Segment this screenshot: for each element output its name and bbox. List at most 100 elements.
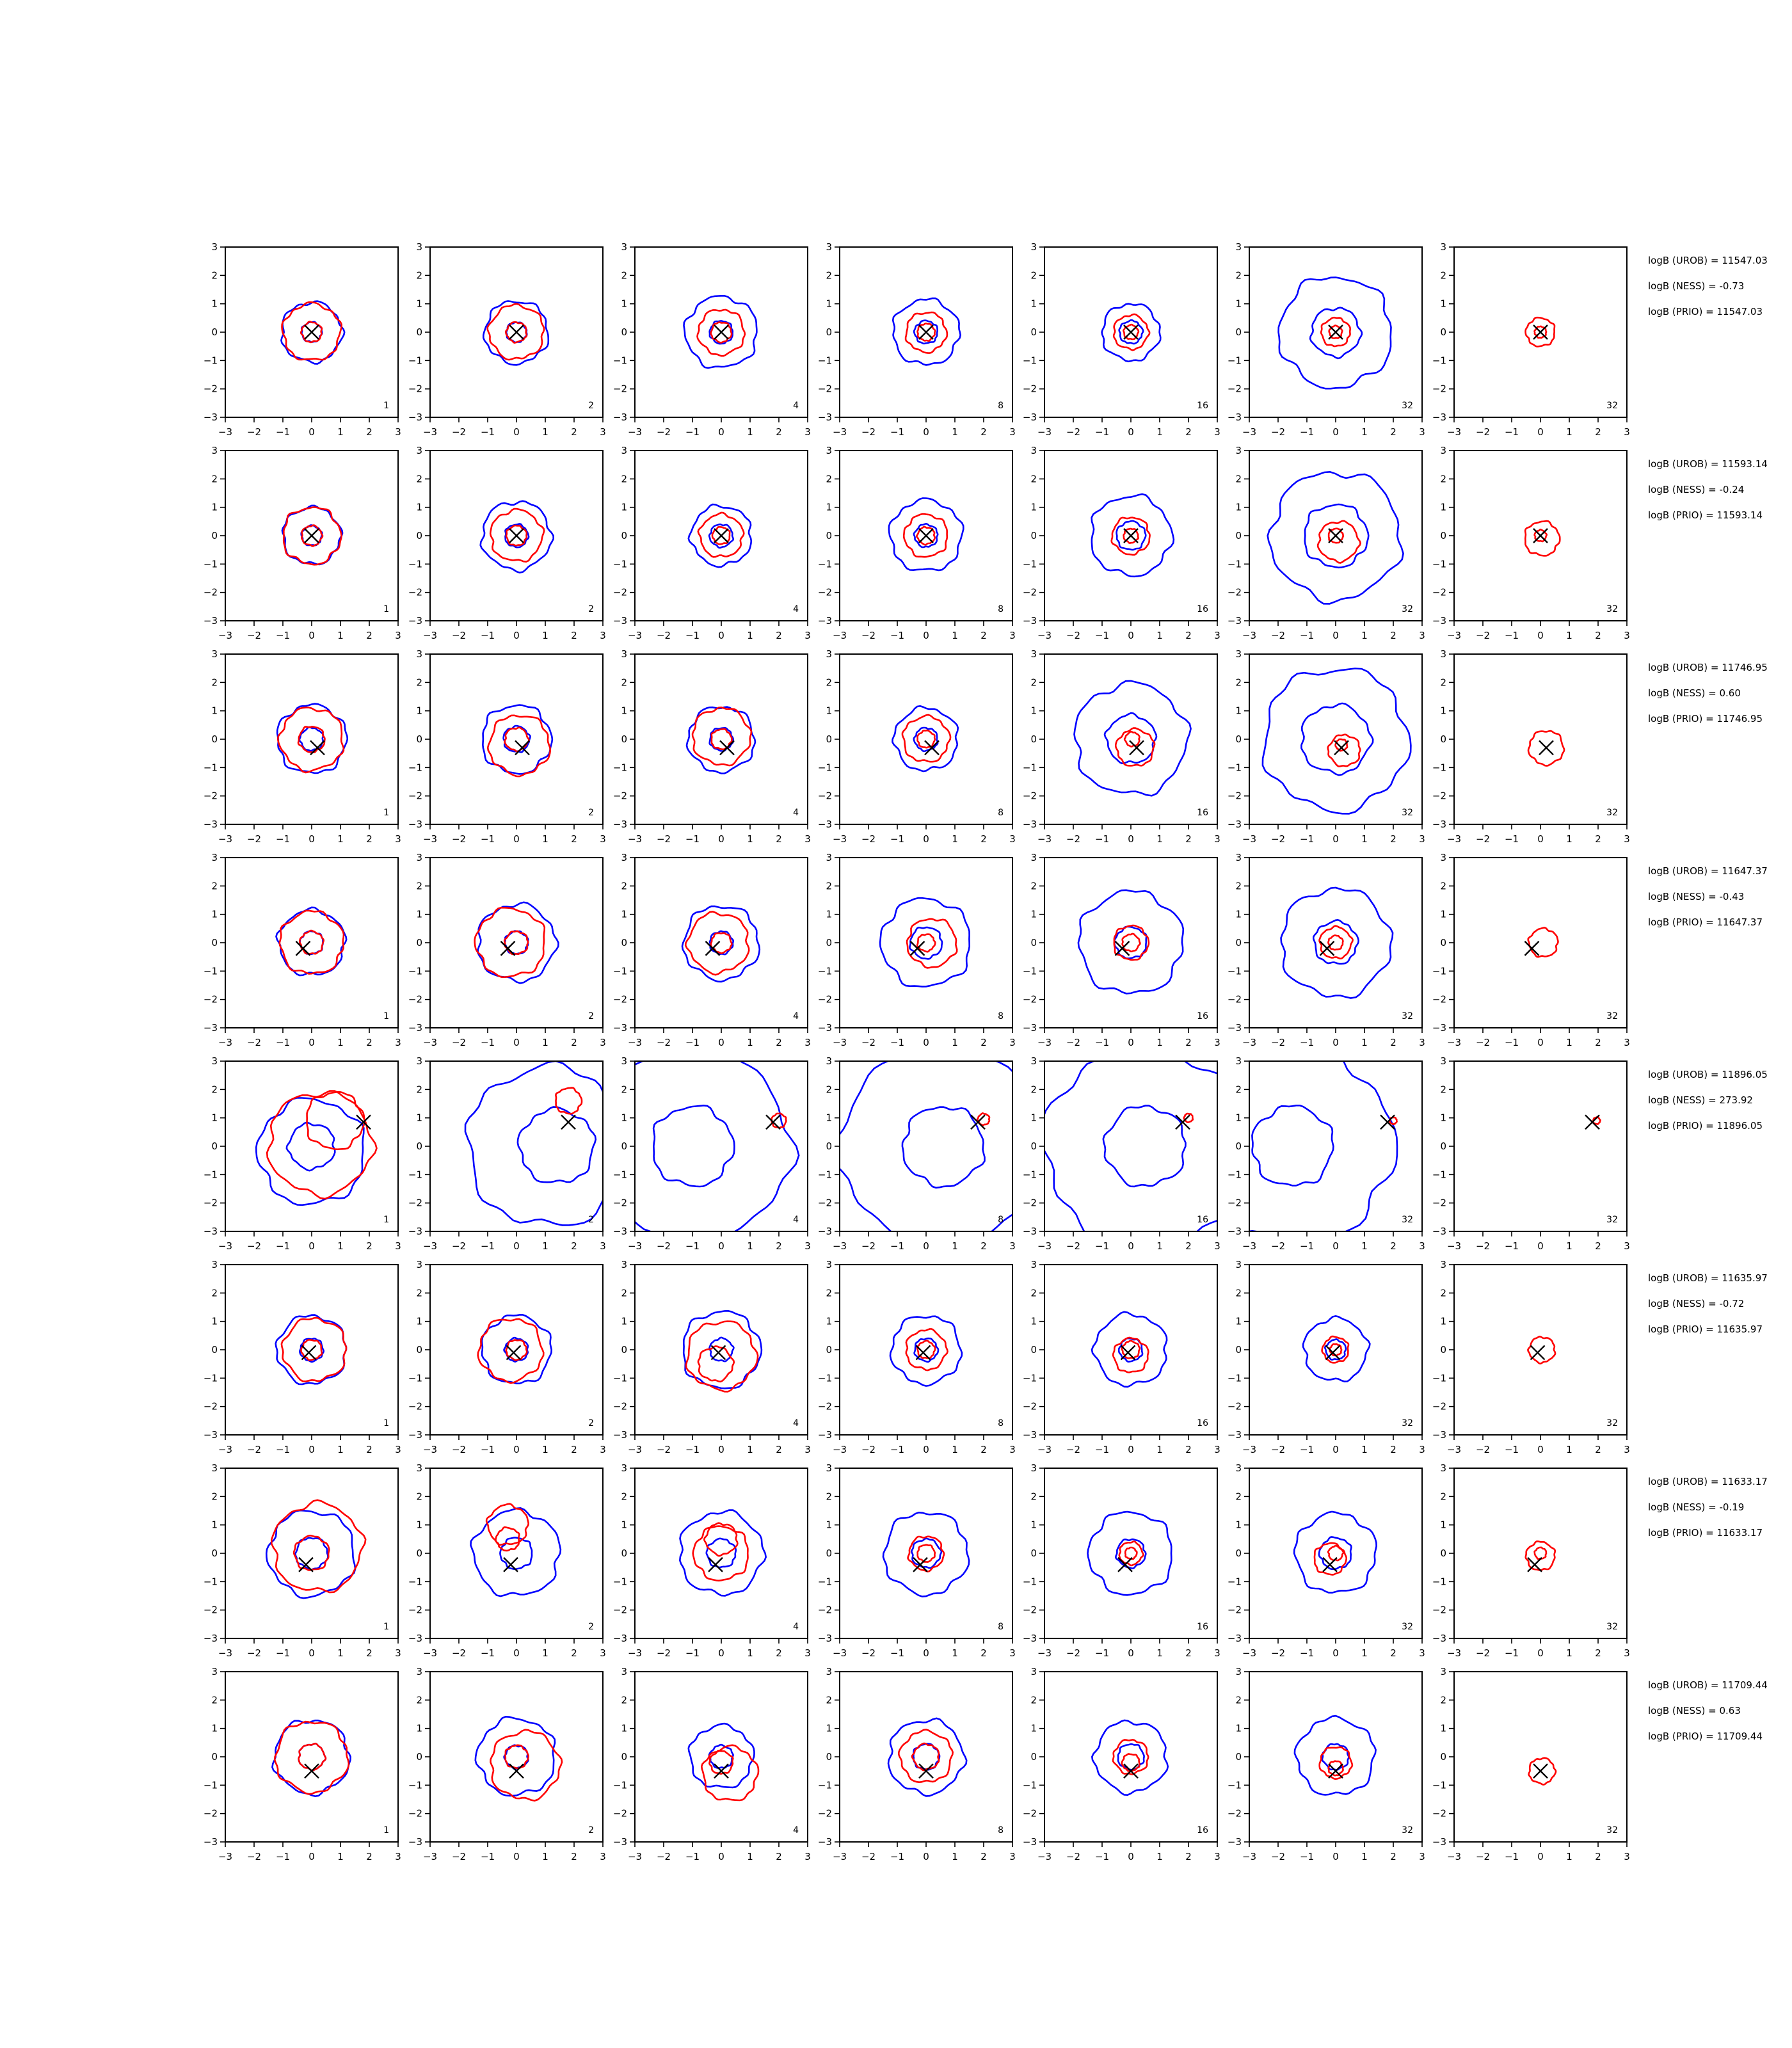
y-tick-label: 1 — [211, 1519, 218, 1531]
stats-line: logB (NESS) = -0.72 — [1648, 1298, 1744, 1309]
y-tick-label: 1 — [621, 1519, 627, 1531]
x-tick-label: −3 — [1447, 426, 1461, 438]
plot-area — [482, 704, 554, 778]
red-contour — [1112, 1336, 1149, 1373]
y-tick-label: −1 — [1023, 1169, 1037, 1180]
y-tick-label: −2 — [818, 1604, 832, 1616]
true-point-marker — [500, 941, 516, 956]
panel-label: 4 — [793, 808, 799, 818]
y-tick-label: 1 — [1440, 1519, 1446, 1531]
y-tick-label: 2 — [1030, 473, 1037, 484]
y-tick-label: 0 — [1030, 1751, 1037, 1763]
blue-contour — [635, 1061, 800, 1231]
x-tick-label: −3 — [1037, 426, 1052, 438]
y-tick-label: 1 — [1440, 705, 1446, 717]
blue-contour — [1251, 1105, 1334, 1187]
panel-label: 2 — [588, 1215, 594, 1225]
y-tick-label: 3 — [621, 1055, 627, 1067]
y-tick-label: −3 — [1228, 1022, 1242, 1034]
panel-r6-c4: −3 −2 −1 0 1 2 3 −3 −2 −1 0 1 2 3 8 — [818, 1259, 1016, 1455]
axes-frame — [1249, 857, 1423, 1028]
x-tick-label: 1 — [1566, 426, 1572, 438]
x-tick-label: 3 — [600, 1444, 606, 1455]
x-tick-label: −2 — [1066, 833, 1080, 845]
y-tick-label: 1 — [826, 502, 832, 513]
y-tick-label: 1 — [621, 1112, 627, 1124]
x-tick-label: −3 — [1447, 1037, 1461, 1048]
y-tick-label: 1 — [621, 1316, 627, 1327]
y-tick-label: 1 — [826, 1316, 832, 1327]
y-tick-label: −2 — [1432, 1604, 1446, 1616]
panel-label: 8 — [998, 604, 1004, 614]
red-contour — [916, 933, 936, 953]
y-tick-label: 1 — [1235, 909, 1242, 920]
x-tick-label: 3 — [804, 1851, 811, 1862]
x-tick-label: 0 — [1128, 1647, 1134, 1659]
stats-line: logB (NESS) = -0.19 — [1648, 1501, 1744, 1513]
red-contour — [1123, 527, 1139, 544]
x-tick-label: −3 — [1447, 1444, 1461, 1455]
y-tick-label: 3 — [621, 852, 627, 863]
blue-contour — [276, 703, 349, 774]
red-contour — [1318, 925, 1354, 960]
y-tick-label: −3 — [1432, 1836, 1446, 1848]
x-tick-label: 3 — [1009, 833, 1016, 845]
x-tick-label: 1 — [1566, 1037, 1572, 1048]
red-contour — [505, 1339, 528, 1361]
x-tick-label: −1 — [481, 1647, 495, 1659]
true-point-marker — [1585, 1114, 1600, 1130]
axes-frame — [1453, 653, 1628, 825]
y-tick-label: 1 — [826, 1112, 832, 1124]
x-tick-label: 2 — [571, 1444, 577, 1455]
stats-line: logB (NESS) = -0.43 — [1648, 891, 1744, 902]
plot-area — [1261, 668, 1412, 815]
panel-r5-c2: −3 −2 −1 0 1 2 3 −3 −2 −1 0 1 2 3 2 — [408, 1055, 606, 1252]
y-tick-label: 2 — [416, 1084, 422, 1095]
y-tick-label: 1 — [1030, 1723, 1037, 1734]
blue-contour — [682, 1309, 763, 1389]
x-tick-label: −2 — [1271, 1444, 1285, 1455]
y-tick-label: 2 — [1235, 1084, 1242, 1095]
stats-line: logB (UROB) = 11547.03 — [1648, 255, 1768, 266]
blue-contour — [1087, 1510, 1172, 1596]
x-tick-label: 2 — [1185, 1444, 1192, 1455]
x-tick-label: −2 — [1271, 1851, 1285, 1862]
y-tick-label: 0 — [826, 326, 832, 338]
axes-frame — [839, 857, 1013, 1028]
true-point-marker — [1539, 740, 1554, 756]
y-tick-label: 2 — [621, 269, 627, 281]
x-tick-label: −2 — [657, 1851, 671, 1862]
x-tick-label: 3 — [1009, 1647, 1016, 1659]
x-tick-label: 3 — [1009, 1444, 1016, 1455]
x-tick-label: −1 — [276, 1240, 290, 1252]
y-tick-label: 2 — [826, 1084, 832, 1095]
x-tick-label: 0 — [1128, 1240, 1134, 1252]
blue-contour — [474, 1715, 556, 1797]
x-tick-label: 0 — [923, 1647, 929, 1659]
x-tick-label: 1 — [952, 1240, 958, 1252]
x-tick-label: 3 — [1214, 630, 1220, 641]
x-tick-label: −1 — [481, 630, 495, 641]
x-tick-label: 3 — [804, 833, 811, 845]
y-tick-label: 2 — [211, 1084, 218, 1095]
y-tick-label: 2 — [416, 1287, 422, 1299]
y-tick-label: 2 — [1440, 1694, 1446, 1706]
x-tick-label: 0 — [513, 1444, 520, 1455]
axes-frame — [839, 1060, 1013, 1232]
x-tick-label: 3 — [1624, 630, 1630, 641]
x-tick-label: 1 — [337, 1851, 344, 1862]
y-tick-label: −3 — [408, 1429, 422, 1441]
x-tick-label: −3 — [628, 1444, 642, 1455]
red-contour — [300, 321, 323, 344]
blue-contour — [1304, 503, 1370, 569]
x-tick-label: 0 — [718, 1851, 724, 1862]
x-tick-label: −1 — [481, 1037, 495, 1048]
panel-r5-c6: −3 −2 −1 0 1 2 3 −3 −2 −1 0 1 2 3 32 — [1228, 1055, 1425, 1252]
x-tick-label: −3 — [833, 426, 847, 438]
blue-contour — [1091, 1719, 1169, 1796]
x-tick-label: 1 — [1566, 1647, 1572, 1659]
stats-line: logB (NESS) = 0.63 — [1648, 1705, 1741, 1716]
blue-contour — [1091, 493, 1175, 578]
x-tick-label: 0 — [513, 1851, 520, 1862]
